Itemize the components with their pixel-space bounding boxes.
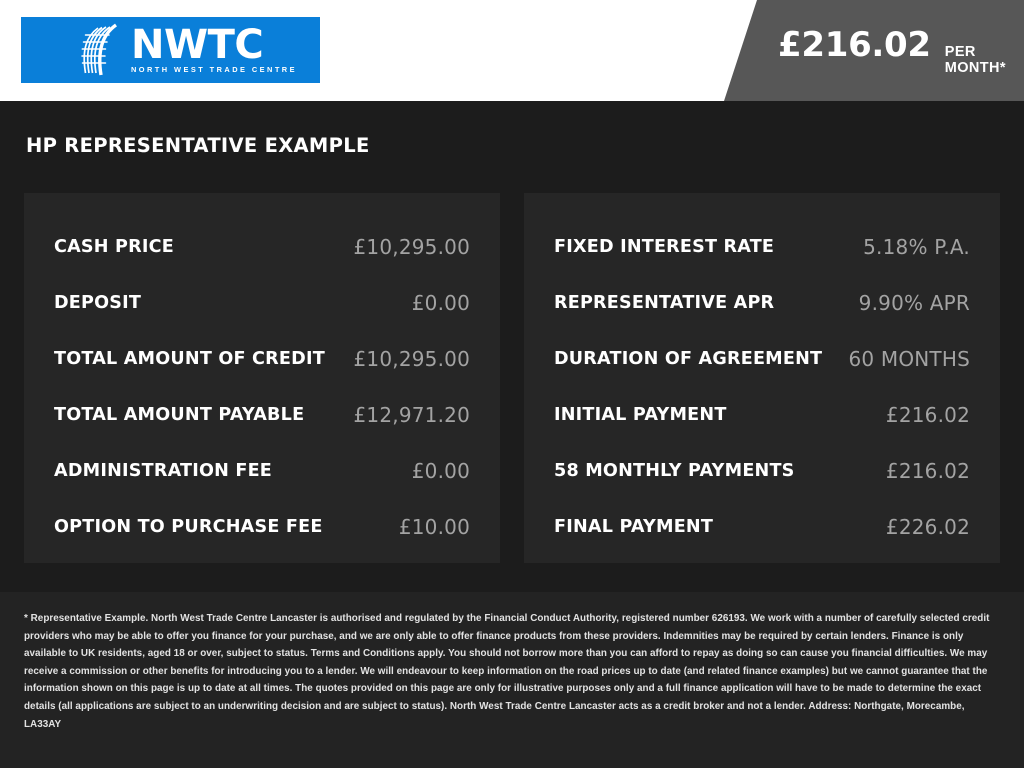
row-value: 5.18% P.A. [863, 235, 970, 259]
table-row: FIXED INTEREST RATE 5.18% P.A. [554, 219, 970, 275]
nwtc-logo[interactable]: NWTC NORTH WEST TRADE CENTRE [21, 17, 320, 83]
table-row: DEPOSIT £0.00 [54, 275, 470, 331]
row-label: INITIAL PAYMENT [554, 405, 727, 425]
table-row: TOTAL AMOUNT PAYABLE £12,971.20 [54, 387, 470, 443]
disclaimer-text: * Representative Example. North West Tra… [24, 613, 990, 730]
row-label: FIXED INTEREST RATE [554, 237, 775, 257]
row-value: £0.00 [411, 459, 470, 483]
row-value: £0.00 [411, 291, 470, 315]
row-label: TOTAL AMOUNT PAYABLE [54, 405, 305, 425]
row-label: DEPOSIT [54, 293, 142, 313]
finance-panels: CASH PRICE £10,295.00 DEPOSIT £0.00 TOTA… [24, 193, 1000, 563]
row-value: £216.02 [885, 459, 970, 483]
row-label: DURATION OF AGREEMENT [554, 349, 823, 369]
logo-tagline-text: NORTH WEST TRADE CENTRE [131, 65, 297, 75]
table-row: FINAL PAYMENT £226.02 [554, 499, 970, 555]
finance-panel-left: CASH PRICE £10,295.00 DEPOSIT £0.00 TOTA… [24, 193, 500, 563]
row-value: 60 MONTHS [848, 347, 970, 371]
monthly-price-period: PER MONTH* [944, 44, 1006, 76]
price-banner: £216.02 PER MONTH* [724, 0, 1024, 101]
table-row: CASH PRICE £10,295.00 [54, 219, 470, 275]
monthly-price-amount: £216.02 [778, 25, 931, 65]
table-row: INITIAL PAYMENT £216.02 [554, 387, 970, 443]
row-value: 9.90% APR [858, 291, 970, 315]
price-banner-inner: £216.02 PER MONTH* [778, 25, 1024, 76]
row-label: TOTAL AMOUNT OF CREDIT [54, 349, 325, 369]
row-value: £216.02 [885, 403, 970, 427]
row-value: £10.00 [398, 515, 470, 539]
table-row: REPRESENTATIVE APR 9.90% APR [554, 275, 970, 331]
finance-panel-right: FIXED INTEREST RATE 5.18% P.A. REPRESENT… [524, 193, 1000, 563]
logo-inner: NWTC NORTH WEST TRADE CENTRE [76, 23, 297, 77]
row-value: £226.02 [885, 515, 970, 539]
row-label: 58 MONTHLY PAYMENTS [554, 461, 795, 481]
table-row: DURATION OF AGREEMENT 60 MONTHS [554, 331, 970, 387]
row-label: CASH PRICE [54, 237, 174, 257]
table-row: TOTAL AMOUNT OF CREDIT £10,295.00 [54, 331, 470, 387]
tire-tread-icon [81, 23, 118, 76]
page-footer: * Representative Example. North West Tra… [0, 592, 1024, 768]
logo-brand-text: NWTC [131, 22, 264, 69]
logo-text-wrap: NWTC NORTH WEST TRADE CENTRE [131, 22, 297, 75]
page-header: NWTC NORTH WEST TRADE CENTRE £216.02 PER… [0, 0, 1024, 101]
table-row: 58 MONTHLY PAYMENTS £216.02 [554, 443, 970, 499]
row-value: £12,971.20 [353, 403, 470, 427]
row-value: £10,295.00 [353, 347, 470, 371]
row-label: ADMINISTRATION FEE [54, 461, 273, 481]
row-label: OPTION TO PURCHASE FEE [54, 517, 323, 537]
table-row: OPTION TO PURCHASE FEE £10.00 [54, 499, 470, 555]
table-row: ADMINISTRATION FEE £0.00 [54, 443, 470, 499]
row-label: REPRESENTATIVE APR [554, 293, 775, 313]
page-title: HP REPRESENTATIVE EXAMPLE [26, 134, 370, 157]
row-label: FINAL PAYMENT [554, 517, 714, 537]
row-value: £10,295.00 [353, 235, 470, 259]
